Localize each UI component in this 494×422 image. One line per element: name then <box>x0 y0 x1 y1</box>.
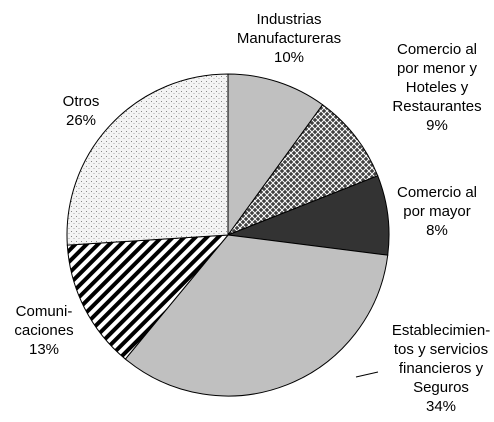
slice-label: Otros 26% <box>63 92 100 130</box>
value-label: 8% <box>426 222 448 239</box>
slice-label: Comercio al por menor y Hoteles y Restau… <box>392 40 481 135</box>
slice-label: Industrias Manufactureras 10% <box>237 10 341 67</box>
value-label: 26% <box>65 112 97 129</box>
category-label: Establecimien- tos y servicios financier… <box>391 322 491 396</box>
category-label: Comuni- caciones <box>14 303 74 339</box>
slice-label: Comuni- caciones 13% <box>14 302 73 359</box>
category-label: Otros <box>62 93 100 110</box>
category-label: Comercio al por menor y Hoteles y Restau… <box>392 41 482 115</box>
leader-line <box>355 371 379 378</box>
pie-slice <box>66 73 229 246</box>
value-label: 10% <box>273 49 305 66</box>
pie-slice <box>124 234 389 397</box>
category-label: Industrias Manufactureras <box>236 11 342 47</box>
value-label: 13% <box>28 341 60 358</box>
slice-label: Establecimien- tos y servicios financier… <box>392 321 490 416</box>
pie-slice <box>227 73 324 237</box>
value-label: 34% <box>425 398 457 415</box>
pie-slice <box>226 104 379 237</box>
category-label: Comercio al por mayor <box>396 184 478 220</box>
value-label: 9% <box>426 117 448 134</box>
slice-label: Comercio al por mayor 8% <box>397 183 477 240</box>
pie-slice <box>66 234 230 360</box>
